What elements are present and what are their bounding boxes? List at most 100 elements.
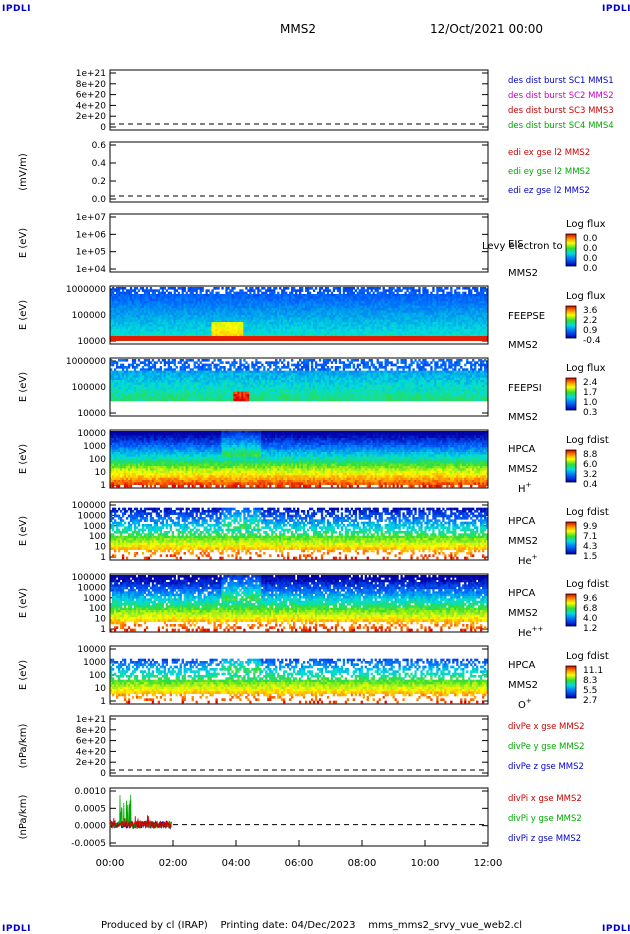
spectrogram-cell bbox=[470, 334, 472, 337]
spectrogram-cell bbox=[134, 322, 136, 325]
spectrogram-cell bbox=[458, 303, 460, 306]
spectrogram-cell bbox=[466, 331, 468, 334]
spectrogram-cell bbox=[325, 299, 327, 302]
spectrogram-cell bbox=[452, 329, 454, 332]
spectrogram-cell bbox=[432, 301, 434, 304]
spectrogram-cell bbox=[215, 306, 217, 309]
spectrogram-cell bbox=[146, 287, 148, 290]
spectrogram-cell bbox=[160, 294, 162, 297]
spectrogram-cell bbox=[253, 301, 255, 304]
spectrogram-cell bbox=[249, 301, 251, 304]
spectrogram-cell bbox=[297, 336, 299, 339]
spectrogram-cell bbox=[458, 313, 460, 316]
spectrogram-cell bbox=[452, 334, 454, 337]
spectrogram-cell bbox=[152, 336, 154, 339]
spectrogram-cell bbox=[186, 366, 188, 369]
spectrogram-cell bbox=[305, 296, 307, 299]
spectrogram-cell bbox=[231, 301, 233, 304]
spectrogram-cell bbox=[313, 315, 315, 318]
spectrogram-cell bbox=[357, 294, 359, 297]
spectrogram-cell bbox=[436, 334, 438, 337]
spectrogram-cell bbox=[377, 313, 379, 316]
spectrogram-cell bbox=[273, 313, 275, 316]
spectrogram-cell bbox=[351, 334, 353, 337]
spectrogram-cell bbox=[293, 320, 295, 323]
spectrogram-cell bbox=[456, 320, 458, 323]
spectrogram-cell bbox=[345, 296, 347, 299]
spectrogram-cell bbox=[460, 327, 462, 330]
spectrogram-cell bbox=[400, 327, 402, 330]
spectrogram-cell bbox=[349, 296, 351, 299]
spectrogram-cell bbox=[323, 299, 325, 302]
spectrogram-cell bbox=[190, 327, 192, 330]
spectrogram-cell bbox=[327, 336, 329, 339]
spectrogram-cell bbox=[124, 317, 126, 320]
spectrogram-cell bbox=[182, 308, 184, 311]
spectrogram-cell bbox=[190, 303, 192, 306]
spectrogram-cell bbox=[140, 375, 142, 378]
spectrogram-cell bbox=[233, 315, 235, 318]
spectrogram-cell bbox=[297, 324, 299, 327]
spectrogram-cell bbox=[474, 324, 476, 327]
spectrogram-cell bbox=[484, 315, 486, 318]
spectrogram-cell bbox=[136, 317, 138, 320]
spectrogram-cell bbox=[448, 310, 450, 313]
spectrogram-cell bbox=[347, 306, 349, 309]
spectrogram-cell bbox=[200, 394, 202, 397]
spectrogram-cell bbox=[146, 292, 148, 295]
spectrogram-cell bbox=[263, 294, 265, 297]
spectrogram-cell bbox=[438, 301, 440, 304]
spectrogram-cell bbox=[184, 361, 186, 364]
spectrogram-cell bbox=[182, 378, 184, 381]
spectrogram-cell bbox=[396, 327, 398, 330]
spectrogram-cell bbox=[144, 313, 146, 316]
spectrogram-cell bbox=[116, 327, 118, 330]
spectrogram-cell bbox=[339, 296, 341, 299]
spectrogram-cell bbox=[227, 324, 229, 327]
spectrogram-cell bbox=[122, 392, 124, 395]
spectrogram-cell bbox=[289, 331, 291, 334]
spectrogram-cell bbox=[436, 301, 438, 304]
spectrogram-cell bbox=[285, 303, 287, 306]
spectrogram-cell bbox=[170, 378, 172, 381]
spectrogram-cell bbox=[128, 324, 130, 327]
spectrogram-cell bbox=[202, 315, 204, 318]
spectrogram-cell bbox=[424, 301, 426, 304]
spectrogram-cell bbox=[446, 313, 448, 316]
spectrogram-cell bbox=[180, 301, 182, 304]
spectrogram-cell bbox=[406, 310, 408, 313]
spectrogram-cell bbox=[118, 396, 120, 399]
spectrogram-cell bbox=[231, 327, 233, 330]
spectrogram-cell bbox=[128, 292, 130, 295]
spectrogram-cell bbox=[172, 301, 174, 304]
spectrogram-cell bbox=[134, 338, 136, 341]
spectrogram-cell bbox=[198, 338, 200, 341]
spectrogram-cell bbox=[482, 317, 484, 320]
spectrogram-cell bbox=[253, 313, 255, 316]
spectrogram-cell bbox=[307, 294, 309, 297]
spectrogram-cell bbox=[269, 310, 271, 313]
spectrogram-cell bbox=[198, 389, 200, 392]
spectrogram-cell bbox=[249, 327, 251, 330]
spectrogram-cell bbox=[275, 334, 277, 337]
spectrogram-cell bbox=[482, 296, 484, 299]
spectrogram-cell bbox=[468, 313, 470, 316]
spectrogram-cell bbox=[472, 329, 474, 332]
spectrogram-cell bbox=[273, 294, 275, 297]
spectrogram-cell bbox=[148, 292, 150, 295]
spectrogram-cell bbox=[323, 315, 325, 318]
spectrogram-cell bbox=[176, 315, 178, 318]
spectrogram-cell bbox=[418, 331, 420, 334]
spectrogram-cell bbox=[132, 331, 134, 334]
spectrogram-cell bbox=[138, 303, 140, 306]
spectrogram-cell bbox=[223, 301, 225, 304]
spectrogram-cell bbox=[255, 301, 257, 304]
spectrogram-cell bbox=[321, 310, 323, 313]
spectrogram-cell bbox=[387, 315, 389, 318]
spectrogram-cell bbox=[359, 327, 361, 330]
spectrogram-cell bbox=[311, 313, 313, 316]
spectrogram-cell bbox=[146, 310, 148, 313]
spectrogram-cell bbox=[178, 380, 180, 383]
spectrogram-cell bbox=[394, 299, 396, 302]
spectrogram-cell bbox=[259, 324, 261, 327]
